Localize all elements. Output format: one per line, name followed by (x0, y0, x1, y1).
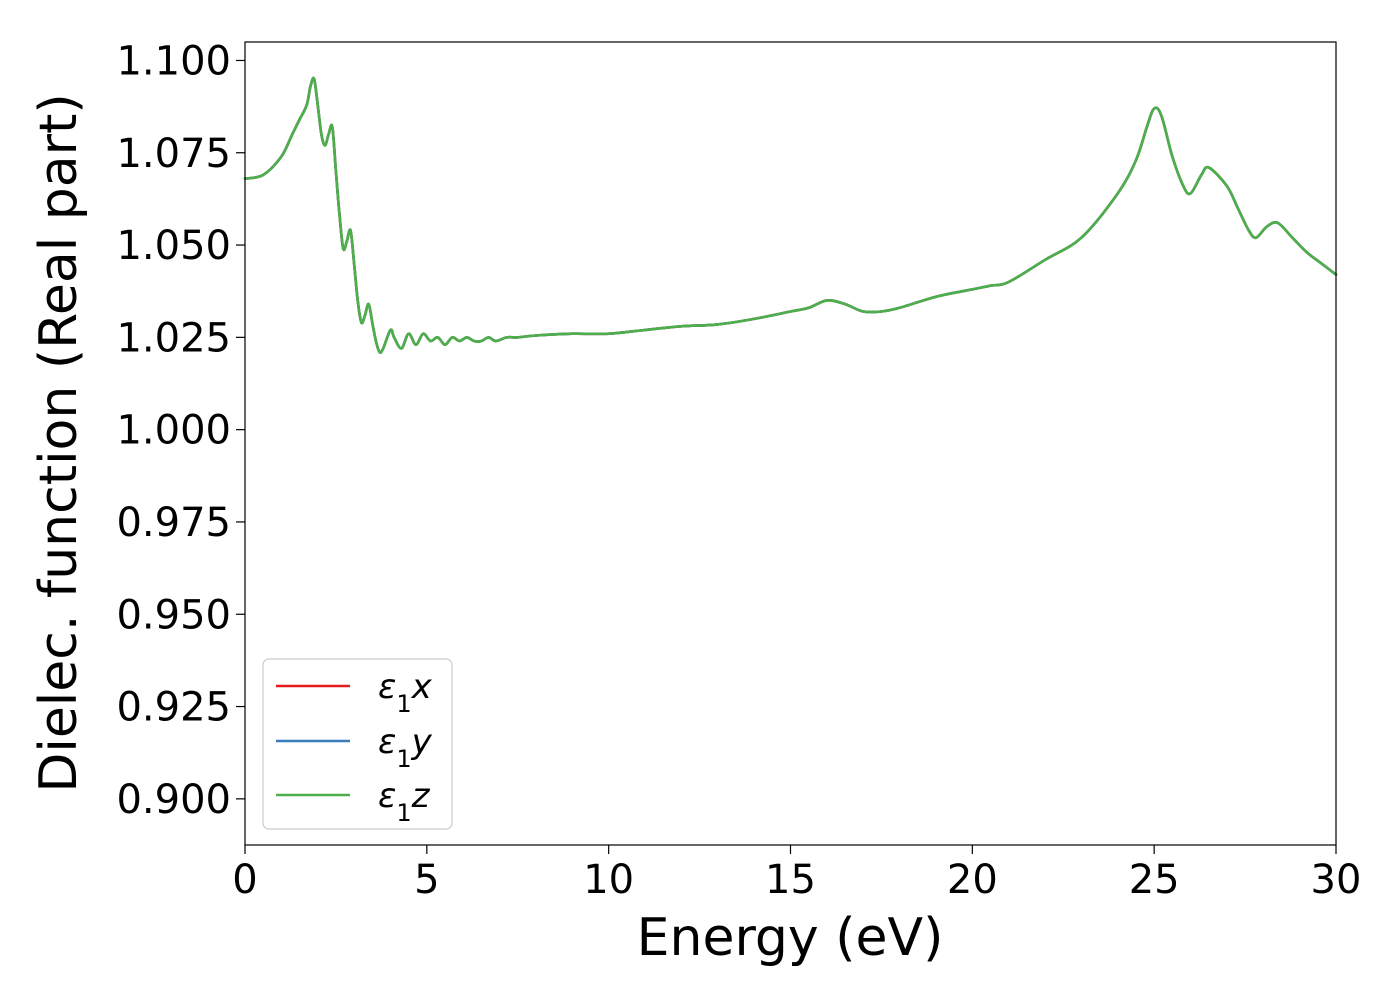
legend-label-z: ε1z (378, 776, 431, 827)
legend-label-subscript: 1 (396, 799, 411, 827)
legend-label-base: ε (378, 776, 396, 816)
legend-label-subscript: 1 (396, 745, 411, 773)
legend-label-y: ε1y (378, 722, 433, 773)
series-layer (243, 76, 1338, 354)
y-tick-label: 0.975 (116, 500, 231, 546)
y-tick-label: 1.000 (116, 408, 231, 454)
y-tick-label: 0.950 (116, 592, 231, 638)
x-tick-label: 0 (232, 857, 257, 903)
legend-label-base: ε (378, 667, 396, 707)
y-tick-label: 1.075 (116, 131, 231, 177)
x-tick-label: 10 (583, 857, 634, 903)
y-tick-label: 0.925 (116, 685, 231, 731)
legend-box (262, 658, 453, 830)
legend-label-suffix: x (411, 667, 433, 707)
legend-label-suffix: y (411, 722, 433, 762)
series-line-z (243, 76, 1338, 354)
legend-label-x: ε1x (378, 667, 433, 718)
y-tick-label: 1.025 (116, 315, 231, 361)
y-axis: 0.900 0.925 0.950 0.975 1.000 1.025 1.050 1.075… (116, 38, 245, 823)
x-tick-label: 20 (947, 857, 998, 903)
x-tick-label: 5 (414, 857, 439, 903)
x-axis: 0 5 10 15 20 25 30 (232, 845, 1361, 903)
y-tick-label: 0.900 (116, 777, 231, 823)
y-tick-label: 1.100 (116, 38, 231, 84)
legend-label-subscript: 1 (396, 690, 411, 718)
x-tick-label: 25 (1129, 857, 1180, 903)
y-tick-label: 1.050 (116, 223, 231, 269)
legend-label-suffix: z (411, 776, 431, 816)
y-axis-title: Dielec. function (Real part) (29, 93, 89, 792)
legend-label-base: ε (378, 722, 396, 762)
x-tick-label: 15 (765, 857, 816, 903)
x-axis-title: Energy (eV) (637, 908, 944, 968)
x-tick-label: 30 (1311, 857, 1362, 903)
